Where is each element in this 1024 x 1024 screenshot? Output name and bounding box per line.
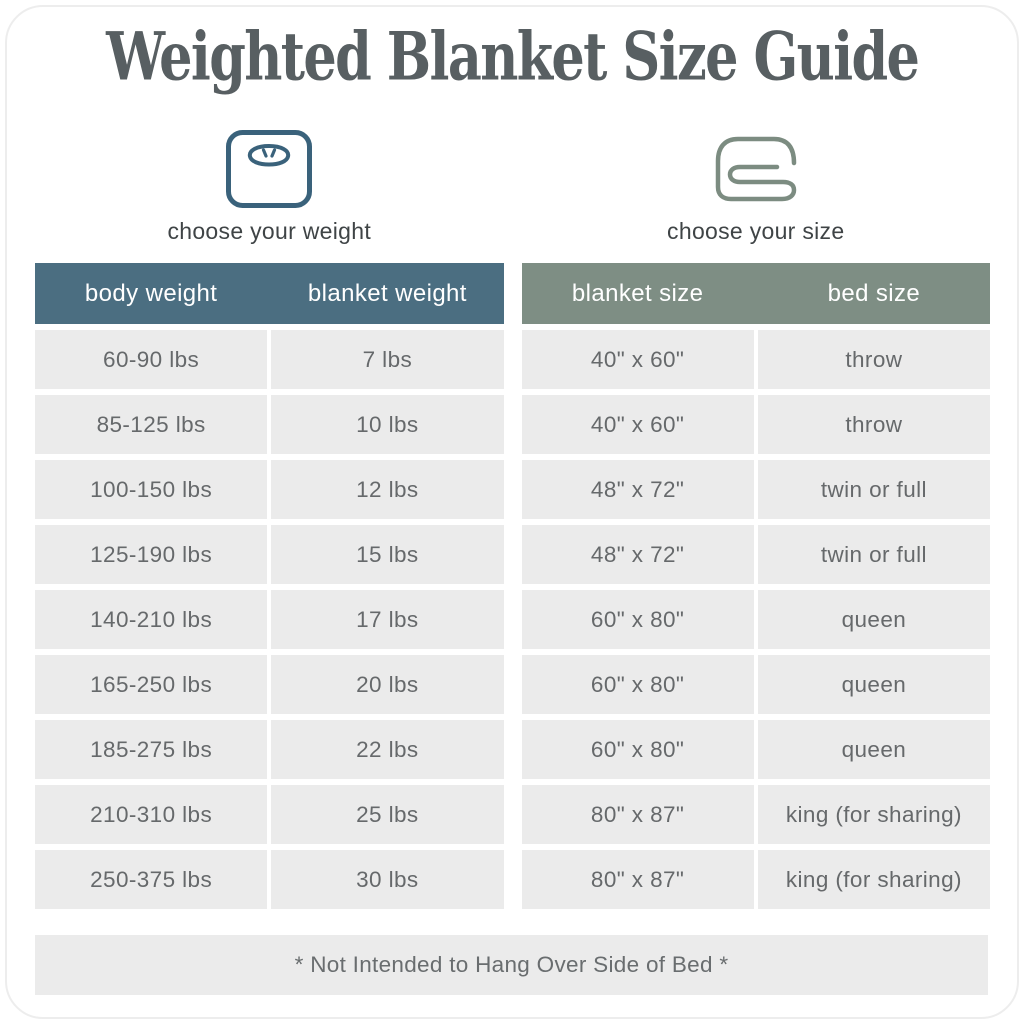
table-cell: 60-90 lbs — [35, 330, 268, 389]
table-cell: throw — [757, 395, 990, 454]
table-row: 48" x 72" twin or full — [521, 525, 990, 584]
size-table-body: 40" x 60" throw 40" x 60" throw 48" x 72" twi… — [521, 330, 990, 909]
table-cell: 7 lbs — [271, 330, 504, 389]
table-cell: king (for sharing) — [757, 785, 990, 844]
blanket-icon — [522, 128, 991, 210]
table-row: 85-125 lbs 10 lbs — [35, 395, 504, 454]
table-cell: 10 lbs — [271, 395, 504, 454]
table-row: 40" x 60" throw — [521, 395, 990, 454]
table-row: 60" x 80" queen — [521, 655, 990, 714]
table-row: 185-275 lbs 22 lbs — [35, 720, 504, 779]
table-row: 60" x 80" queen — [521, 720, 990, 779]
size-caption: choose your size — [667, 218, 845, 244]
table-cell: queen — [757, 720, 990, 779]
table-row: 60-90 lbs 7 lbs — [35, 330, 504, 389]
weight-table-body: 60-90 lbs 7 lbs 85-125 lbs 10 lbs 100-150 lb… — [35, 330, 504, 909]
page-title: Weighted Blanket Size Guide — [105, 18, 920, 96]
table-row: 100-150 lbs 12 lbs — [35, 460, 504, 519]
table-row: 60" x 80" queen — [521, 590, 990, 649]
table-row: 140-210 lbs 17 lbs — [35, 590, 504, 649]
table-cell: 125-190 lbs — [35, 525, 268, 584]
size-table: blanket size bed size 40" x 60" throw 40" … — [521, 263, 990, 909]
table-cell: queen — [757, 590, 990, 649]
table-cell: 48" x 72" — [521, 460, 754, 519]
table-row: 125-190 lbs 15 lbs — [35, 525, 504, 584]
table-cell: 60" x 80" — [521, 655, 754, 714]
footnote-bar: * Not Intended to Hang Over Side of Bed … — [35, 935, 988, 995]
column-header-body-weight: body weight — [84, 279, 218, 307]
weight-table-header: body weight blanket weight — [35, 263, 504, 324]
table-cell: 40" x 60" — [521, 395, 754, 454]
table-cell: 40" x 60" — [521, 330, 754, 389]
table-cell: 22 lbs — [271, 720, 504, 779]
table-cell: throw — [757, 330, 990, 389]
table-row: 40" x 60" throw — [521, 330, 990, 389]
table-cell: 100-150 lbs — [35, 460, 268, 519]
weight-section: choose your weight body weight blanket w… — [35, 128, 504, 909]
column-header-blanket-weight: blanket weight — [307, 279, 467, 307]
scale-icon — [35, 128, 504, 210]
table-cell: 80" x 87" — [521, 785, 754, 844]
table-cell: 165-250 lbs — [35, 655, 268, 714]
table-cell: queen — [757, 655, 990, 714]
table-cell: 60" x 80" — [521, 590, 754, 649]
table-cell: king (for sharing) — [757, 850, 990, 909]
column-header-bed-size: bed size — [827, 279, 921, 307]
table-cell: twin or full — [757, 525, 990, 584]
table-row: 80" x 87" king (for sharing) — [521, 785, 990, 844]
table-cell: 25 lbs — [271, 785, 504, 844]
table-row: 80" x 87" king (for sharing) — [521, 850, 990, 909]
size-section: choose your size blanket size bed size 4… — [521, 128, 991, 909]
table-cell: 15 lbs — [271, 525, 504, 584]
table-row: 250-375 lbs 30 lbs — [35, 850, 504, 909]
table-cell: 185-275 lbs — [35, 720, 268, 779]
table-row: 165-250 lbs 20 lbs — [35, 655, 504, 714]
table-cell: 80" x 87" — [521, 850, 754, 909]
table-row: 210-310 lbs 25 lbs — [35, 785, 504, 844]
table-cell: 20 lbs — [271, 655, 504, 714]
table-cell: 12 lbs — [271, 460, 504, 519]
table-cell: 85-125 lbs — [35, 395, 268, 454]
table-cell: 250-375 lbs — [35, 850, 268, 909]
column-header-blanket-size: blanket size — [571, 279, 704, 307]
table-cell: 60" x 80" — [521, 720, 754, 779]
content-columns: choose your weight body weight blanket w… — [35, 128, 990, 909]
table-cell: 140-210 lbs — [35, 590, 268, 649]
table-cell: twin or full — [757, 460, 990, 519]
table-cell: 30 lbs — [271, 850, 504, 909]
weight-caption: choose your weight — [167, 218, 372, 244]
table-cell: 17 lbs — [271, 590, 504, 649]
footnote-text: * Not Intended to Hang Over Side of Bed … — [294, 952, 729, 977]
table-cell: 210-310 lbs — [35, 785, 268, 844]
size-table-header: blanket size bed size — [521, 263, 990, 324]
weight-table: body weight blanket weight 60-90 lbs 7 lb… — [35, 263, 504, 909]
table-row: 48" x 72" twin or full — [521, 460, 990, 519]
table-cell: 48" x 72" — [521, 525, 754, 584]
